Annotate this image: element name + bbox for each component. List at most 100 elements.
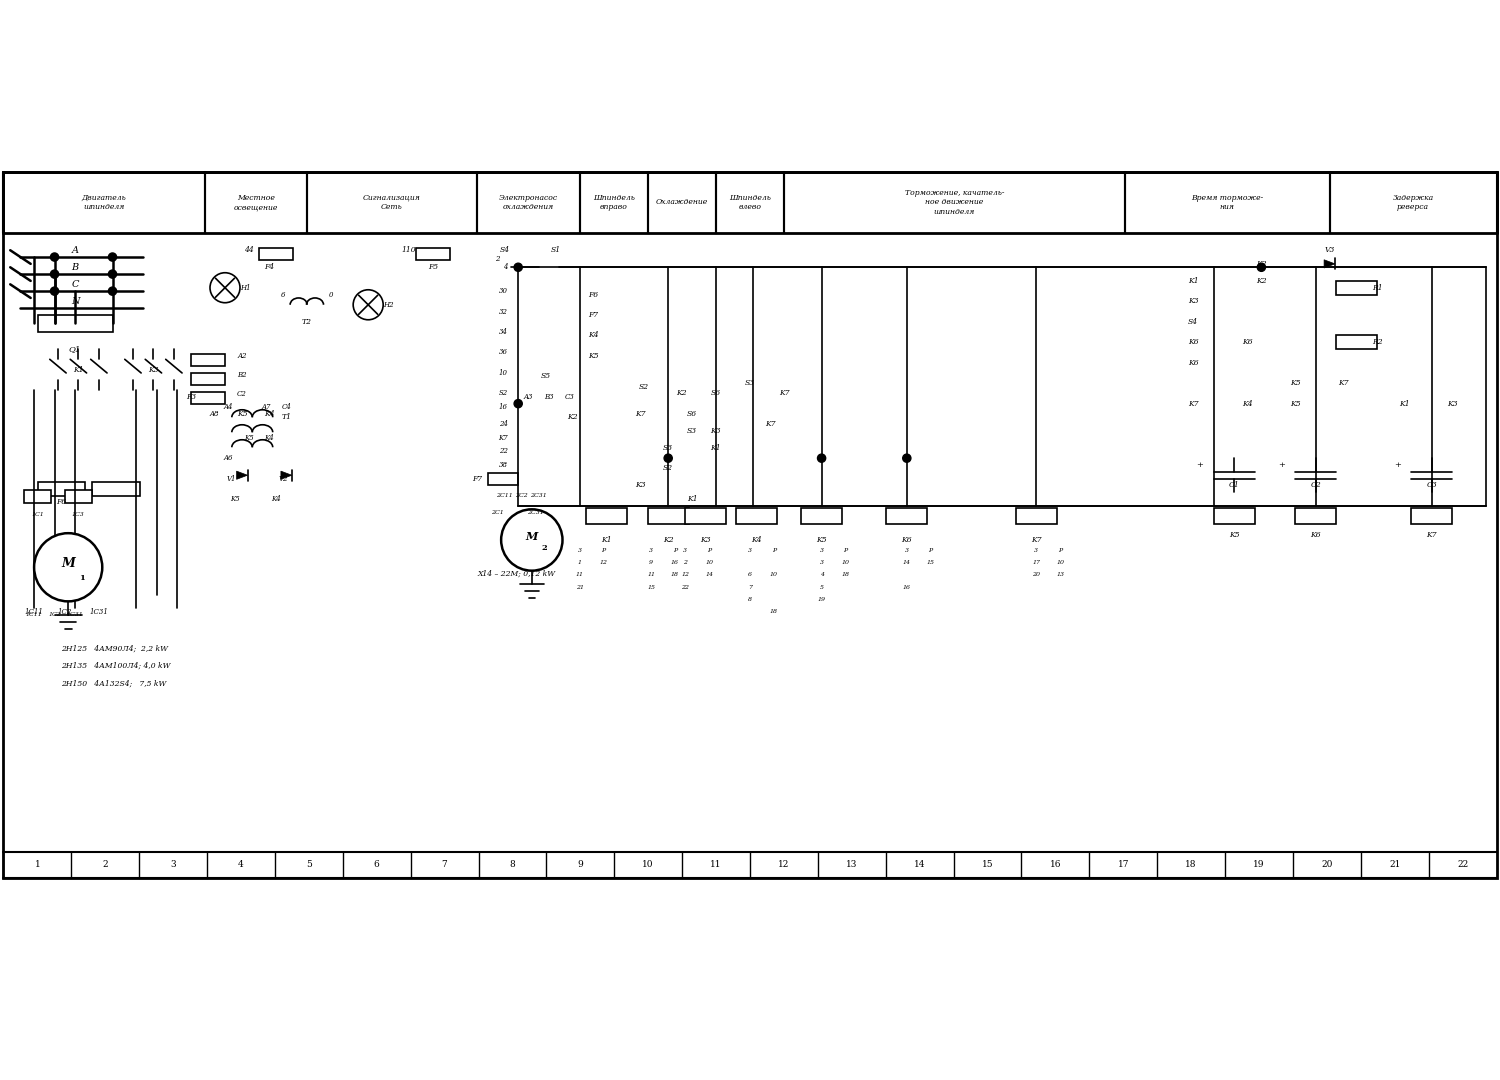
Text: 15: 15 [927, 561, 934, 565]
Text: 34: 34 [500, 328, 508, 336]
Text: 20: 20 [1322, 861, 1332, 869]
Text: 10: 10 [642, 861, 654, 869]
Text: 18: 18 [1185, 861, 1197, 869]
Text: K1: K1 [1188, 276, 1198, 285]
Text: A4: A4 [224, 403, 232, 411]
Text: Двигатель
шпинделя: Двигатель шпинделя [81, 193, 126, 212]
Text: K6: K6 [902, 536, 912, 544]
Text: K5: K5 [1290, 379, 1300, 388]
Text: 11: 11 [711, 861, 722, 869]
Text: 5: 5 [819, 584, 824, 590]
Text: Задержка
реверса: Задержка реверса [1392, 193, 1434, 212]
Text: 0: 0 [328, 291, 333, 298]
Text: K7: K7 [1426, 530, 1437, 539]
Circle shape [108, 253, 117, 261]
Text: B3: B3 [544, 393, 554, 401]
Text: K5: K5 [244, 434, 254, 442]
Text: 2С31: 2С31 [526, 510, 543, 515]
Text: 6: 6 [748, 572, 752, 578]
Text: 11: 11 [576, 572, 584, 578]
Text: K1: K1 [711, 444, 722, 451]
Text: K3: K3 [1448, 400, 1458, 407]
Text: V1: V1 [226, 474, 237, 483]
Polygon shape [280, 471, 292, 480]
Bar [190, 373, 225, 386]
Text: S6: S6 [687, 410, 698, 418]
Text: 18: 18 [842, 572, 849, 578]
Text: Охлаждение: Охлаждение [656, 199, 708, 206]
Text: 19: 19 [818, 597, 825, 602]
Text: K3: K3 [148, 365, 159, 374]
Text: F4: F4 [264, 264, 274, 271]
Text: K7: K7 [498, 434, 508, 442]
Text: 38: 38 [500, 461, 508, 469]
Bar [1296, 508, 1336, 524]
Text: A7: A7 [261, 403, 270, 411]
Text: K4: K4 [1242, 400, 1252, 407]
Circle shape [664, 454, 672, 462]
Text: 2С31: 2С31 [531, 494, 548, 498]
Text: 2: 2 [102, 861, 108, 869]
Text: K5: K5 [1290, 400, 1300, 407]
Circle shape [501, 510, 562, 570]
Bar [1016, 508, 1058, 524]
Text: M: M [62, 557, 75, 570]
Bar [1214, 508, 1254, 524]
Text: 18: 18 [770, 609, 778, 615]
Text: S4: S4 [1188, 318, 1198, 326]
Text: K5: K5 [588, 352, 598, 360]
Text: Шпиндель
влево: Шпиндель влево [729, 193, 771, 212]
Text: M: M [525, 531, 538, 542]
Circle shape [514, 264, 522, 271]
Text: 14: 14 [705, 572, 712, 578]
Text: 16: 16 [903, 584, 910, 590]
Text: 18: 18 [670, 572, 680, 578]
Text: 10: 10 [842, 561, 849, 565]
Text: 16: 16 [670, 561, 680, 565]
Text: T1: T1 [282, 414, 291, 421]
Text: K6: K6 [1311, 530, 1322, 539]
Bar [260, 248, 292, 260]
Text: 19: 19 [1254, 861, 1264, 869]
Text: K1: K1 [74, 365, 84, 374]
Bar [64, 490, 92, 502]
Text: A6: A6 [224, 455, 232, 462]
Text: 1: 1 [80, 573, 86, 581]
Text: K4: K4 [752, 536, 762, 544]
Text: C4: C4 [282, 403, 291, 411]
Text: K7: K7 [1188, 400, 1198, 407]
Text: 22: 22 [1456, 861, 1468, 869]
Text: 1: 1 [578, 561, 582, 565]
Circle shape [210, 273, 240, 302]
Bar [38, 482, 86, 496]
Bar [38, 315, 112, 332]
Text: K3: K3 [711, 427, 722, 435]
Text: 1С2: 1С2 [48, 612, 62, 618]
Circle shape [818, 454, 825, 462]
Text: K3: K3 [636, 482, 646, 489]
Bar [586, 508, 627, 524]
Text: 10: 10 [770, 572, 778, 578]
Text: 9: 9 [650, 561, 652, 565]
Text: 7: 7 [441, 861, 447, 869]
Text: K4: K4 [264, 410, 274, 418]
Bar [686, 508, 726, 524]
Text: Время торможе-
ния: Время торможе- ния [1191, 193, 1263, 212]
Polygon shape [1324, 260, 1335, 268]
Text: S3: S3 [663, 444, 674, 451]
Text: K7: K7 [636, 410, 646, 418]
Text: A8: A8 [210, 410, 219, 418]
Text: S6: S6 [711, 390, 722, 397]
Text: Торможение, качатель-
ное движение
шпинделя: Торможение, качатель- ное движение шпинд… [904, 189, 1005, 216]
Text: K4: K4 [264, 434, 274, 442]
Text: C1: C1 [1228, 482, 1239, 489]
Text: P: P [843, 548, 848, 553]
Text: 13: 13 [1056, 572, 1064, 578]
Text: K2: K2 [1256, 260, 1266, 268]
Polygon shape [237, 471, 248, 480]
Text: K3: K3 [700, 536, 711, 544]
Text: H1: H1 [240, 284, 250, 292]
Text: K4: K4 [588, 332, 598, 339]
Text: Электронасос
охлаждения: Электронасос охлаждения [500, 193, 558, 212]
Circle shape [514, 400, 522, 408]
